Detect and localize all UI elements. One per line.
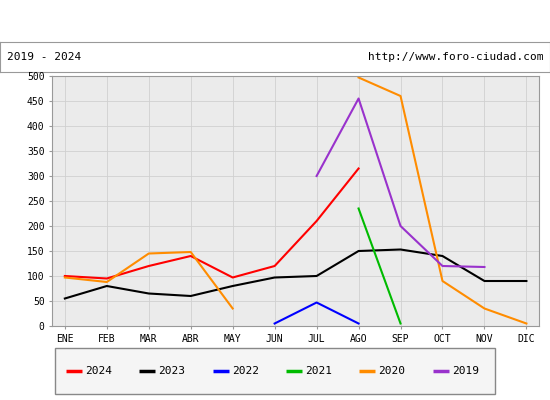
Text: http://www.foro-ciudad.com: http://www.foro-ciudad.com [368, 52, 543, 62]
Text: 2022: 2022 [232, 366, 258, 376]
Text: 2020: 2020 [378, 366, 405, 376]
Text: 2021: 2021 [305, 366, 332, 376]
Text: 2023: 2023 [158, 366, 185, 376]
Text: 2019: 2019 [452, 366, 478, 376]
FancyBboxPatch shape [55, 348, 495, 394]
Text: 2024: 2024 [85, 366, 112, 376]
Text: 2019 - 2024: 2019 - 2024 [7, 52, 81, 62]
Text: Evolucion Nº Turistas Nacionales en el municipio de Villaobispo de Otero: Evolucion Nº Turistas Nacionales en el m… [0, 14, 550, 28]
